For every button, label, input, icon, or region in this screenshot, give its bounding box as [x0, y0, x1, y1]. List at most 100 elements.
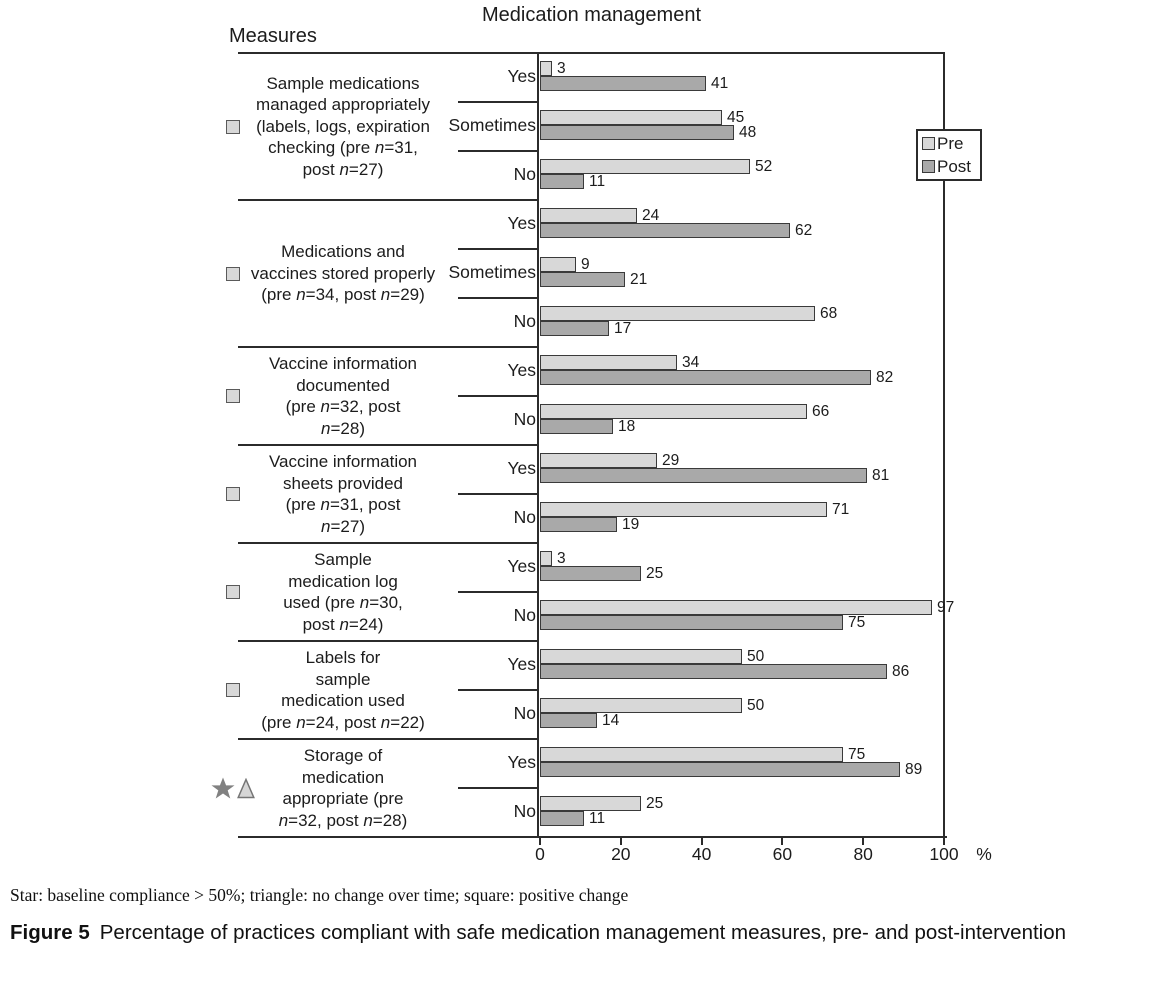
pre-bar: [540, 404, 807, 419]
post-value-label: 25: [646, 564, 664, 582]
measure-symbols: [208, 53, 258, 200]
post-bar: [540, 125, 734, 140]
post-value-label: 19: [622, 515, 640, 533]
pre-value-label: 3: [557, 59, 566, 77]
pre-value-label: 25: [646, 794, 664, 812]
pre-bar: [540, 61, 552, 76]
group-separator: [238, 199, 539, 201]
pre-bar: [540, 306, 815, 321]
pre-bar: [540, 453, 657, 468]
measure-label-line: Vaccine information: [268, 354, 418, 373]
post-value-label: 11: [589, 809, 606, 827]
measure-label-line: Sample medications: [266, 73, 420, 93]
post-value-label: 81: [872, 466, 890, 484]
square-icon: [226, 266, 240, 281]
measure-label: Medications and vaccines stored properly(…: [242, 200, 444, 347]
measure-label-line: n=28): [321, 418, 365, 438]
category-label: No: [513, 507, 536, 527]
pre-value-label: 50: [747, 696, 765, 714]
measure-label-line: (pre n=32, post: [285, 397, 401, 416]
measure-label-line: documented: [296, 375, 390, 395]
pre-value-label: 75: [848, 745, 866, 763]
legend-post-label: Post: [937, 156, 972, 176]
group-separator: [238, 444, 539, 446]
measure-label-line: managed appropriately: [256, 95, 430, 115]
measure-label: Storage of medication appropriate (pre n=32…: [242, 739, 444, 837]
post-value-label: 86: [892, 662, 910, 680]
plot-right-border: [943, 52, 945, 838]
category-label: Sometimes: [448, 115, 536, 135]
legend-pre-label: Pre: [937, 133, 964, 153]
post-bar: [540, 566, 641, 581]
row-separator: [458, 297, 539, 299]
measure-label-line: medication log: [288, 571, 398, 591]
pre-bar: [540, 551, 552, 566]
symbol-key-footnote: Star: baseline compliance > 50%; triangl…: [10, 885, 629, 905]
axis-tick: [700, 838, 703, 845]
pre-bar: [540, 355, 677, 370]
axis-tick-label: 40: [691, 844, 712, 864]
measure-label-line: medication: [301, 767, 385, 787]
post-bar: [540, 419, 613, 434]
pre-value-label: 71: [832, 500, 850, 518]
measure-label-line: (pre n=31, post: [285, 495, 401, 514]
legend: Pre Post: [916, 129, 982, 181]
pre-value-label: 66: [812, 402, 830, 420]
square-icon: [226, 683, 240, 697]
post-value-label: 41: [711, 74, 729, 92]
row-separator: [458, 150, 539, 152]
post-value-label: 14: [602, 711, 620, 729]
category-label: No: [513, 801, 536, 821]
pre-bar: [540, 257, 576, 272]
triangle-icon: [237, 777, 255, 798]
row-separator: [458, 248, 539, 250]
pre-value-label: 3: [557, 549, 566, 567]
post-value-label: 11: [589, 172, 606, 190]
measure-label: Labels for sample medication used (pre n=24…: [242, 641, 444, 739]
pre-value-label: 52: [755, 157, 773, 175]
group-separator: [238, 542, 539, 544]
category-label: No: [513, 409, 536, 429]
pre-value-label: 50: [747, 647, 765, 665]
pre-value-label: 24: [642, 206, 660, 224]
measure-label-line: Medications and: [281, 242, 405, 262]
post-bar: [540, 713, 597, 728]
measure-label-line: n=27): [321, 516, 365, 536]
measure-symbols: [208, 445, 258, 543]
row-separator: [458, 101, 539, 103]
legend-item-pre: Pre: [922, 134, 980, 154]
category-label: Yes: [507, 213, 536, 233]
post-bar: [540, 517, 617, 532]
chart-title: Medication management: [481, 4, 701, 26]
post-value-label: 62: [795, 221, 813, 239]
measure-symbols: [208, 347, 258, 445]
axis-tick: [539, 838, 541, 845]
measure-label-line: (pre n=24, post n=22): [261, 712, 425, 732]
pre-bar: [540, 502, 827, 517]
axis-tick-label: 20: [611, 844, 631, 864]
measure-label: Sample medications managed appropriately(…: [242, 53, 444, 200]
post-value-label: 17: [614, 319, 632, 337]
measure-label-line: Storage of: [303, 746, 383, 765]
row-separator: [458, 591, 539, 593]
post-value-label: 48: [739, 123, 757, 141]
x-axis-unit-label: %: [976, 844, 992, 864]
category-label: Yes: [507, 752, 536, 772]
axis-tick-label: 60: [772, 844, 793, 864]
measure-label-line: Labels for: [305, 648, 381, 667]
square-icon: [226, 119, 240, 134]
pre-bar: [540, 208, 637, 223]
group-separator: [238, 640, 539, 642]
measure-symbols: [208, 543, 258, 641]
post-bar: [540, 811, 584, 826]
pre-bar: [540, 600, 932, 615]
measure-label: Vaccine information sheets provided (pre n…: [242, 445, 444, 543]
axis-tick: [862, 838, 865, 845]
measure-label: Vaccine information documented (pre n=32, …: [242, 347, 444, 445]
measure-label-line: (pre n=34, post n=29): [261, 285, 425, 305]
category-label: Yes: [507, 458, 536, 478]
measure-label-line: used (pre n=30,: [283, 593, 403, 612]
figure-caption: Figure 5 Percentage of practices complian…: [10, 918, 1162, 948]
